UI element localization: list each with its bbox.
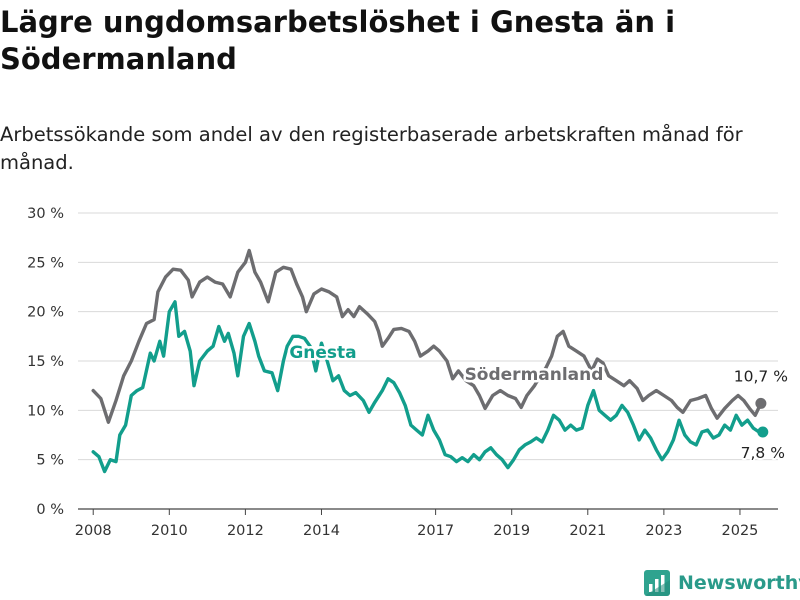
x-tick-label: 2008 [75, 523, 112, 539]
x-tick-label: 2023 [645, 523, 682, 539]
x-tick-label: 2021 [569, 523, 606, 539]
end-point-gnesta [757, 426, 769, 438]
series-label-s-dermanland: Södermanland [465, 365, 604, 385]
y-tick-label: 0 % [36, 502, 64, 518]
bar-chart-logo-icon [644, 570, 670, 596]
chart-title: Lägre ungdomsarbetslöshet i Gnesta än i … [0, 5, 676, 76]
brand-name: Newsworthy [678, 572, 800, 594]
chart-subtitle: Arbetssökande som andel av den registerb… [0, 123, 743, 174]
x-tick-label: 2014 [303, 523, 340, 539]
x-tick-label: 2025 [722, 523, 759, 539]
x-tick-label: 2012 [227, 523, 264, 539]
x-tick-label: 2019 [493, 523, 530, 539]
series-label-gnesta: Gnesta [289, 343, 356, 363]
x-tick-label: 2010 [151, 523, 188, 539]
line-chart: 0 %5 %10 %15 %20 %25 %30 % 2008 2010 2012 2… [27, 206, 790, 539]
end-point-s-dermanland [755, 397, 767, 409]
series-lines [91, 248, 769, 474]
series-label-halo: Gnesta [289, 343, 356, 363]
y-axis: 0 % 5 % 10 % 15 % 20 % 25 % 30 % [27, 206, 64, 518]
y-tick-label: 25 % [27, 255, 64, 271]
series-line-gnesta [91, 300, 765, 474]
y-tick-label: 5 % [36, 453, 64, 469]
y-tick-label: 10 % [27, 403, 64, 419]
y-tick-label: 20 % [27, 305, 64, 321]
end-value-label-s-dermanland: 10,7 % [734, 367, 788, 385]
series-line-s-dermanland [91, 248, 763, 424]
end-label-halo: 10,7 % [734, 367, 788, 385]
x-tick-label: 2017 [417, 523, 454, 539]
brand-logo: Newsworthy [644, 568, 800, 598]
y-tick-label: 30 % [27, 206, 64, 222]
x-axis: 2008 2010 2012 2014 2017 2019 2021 2023 2025 [75, 509, 759, 539]
grid [78, 212, 778, 510]
end-label-halo: 7,8 % [741, 444, 785, 462]
series-label-halo: Södermanland [465, 365, 604, 385]
end-value-label-gnesta: 7,8 % [741, 444, 785, 462]
y-tick-label: 15 % [27, 354, 64, 370]
